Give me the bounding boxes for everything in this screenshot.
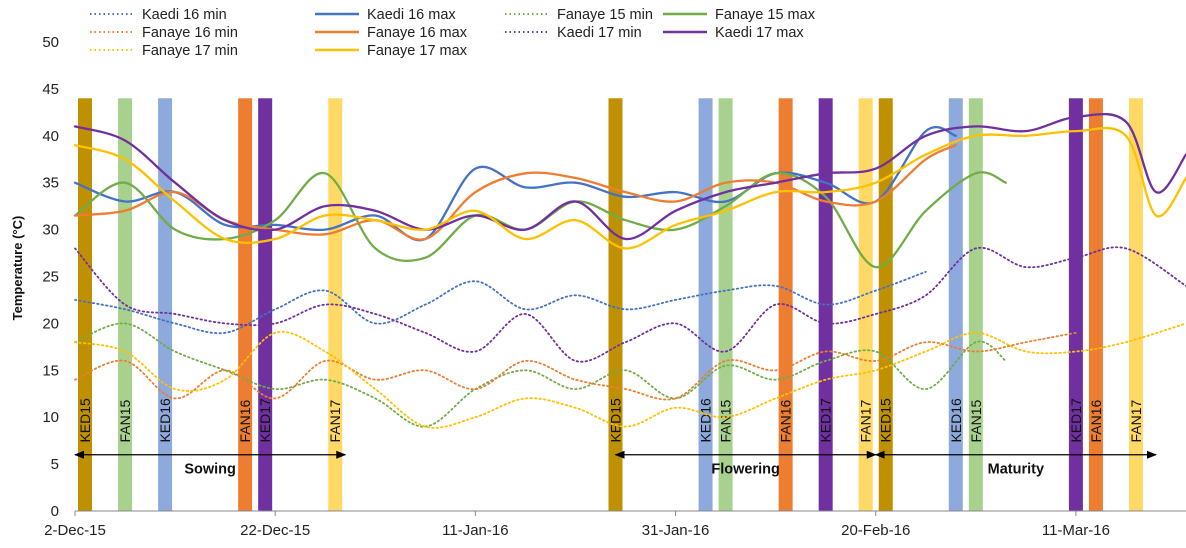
series-line (73, 112, 1186, 241)
event-bar (858, 98, 873, 511)
y-tick-label: 40 (42, 128, 59, 145)
series-line (74, 331, 1077, 401)
event-bar-label: FAN17 (327, 400, 343, 443)
y-tick-label: 10 (42, 409, 59, 426)
legend-label: Kaedi 16 min (142, 7, 227, 23)
event-bar-label: KED17 (1068, 398, 1084, 443)
x-tick-label: 22-Dec-15 (240, 522, 310, 539)
phase-label: Maturity (988, 462, 1044, 478)
event-bar-label: FAN17 (1128, 400, 1144, 443)
event-bar (1128, 98, 1143, 511)
y-tick-label: 35 (42, 175, 59, 192)
event-bar-label: KED17 (818, 398, 834, 443)
legend-label: Fanaye 15 max (715, 7, 816, 23)
legend-label: Kaedi 17 max (715, 25, 804, 41)
event-bar-label: KED16 (948, 398, 964, 443)
event-bar-label: FAN16 (1088, 400, 1104, 443)
legend: Kaedi 16 min Kaedi 16 max Fanaye 15 min Fan… (90, 7, 816, 59)
event-bar-label: FAN15 (968, 400, 984, 443)
axes: 0 5 10 15 20 25 30 35 40 45 50 2-Dec-15 22-Dec-15 11-… (42, 34, 1186, 539)
x-tick-label: 31-Jan-16 (642, 522, 710, 539)
series-line (74, 322, 1186, 429)
y-axis-label: Temperature (°C) (10, 216, 25, 321)
y-tick-label: 30 (42, 222, 59, 239)
event-bar-label: FAN15 (117, 400, 133, 443)
event-bar-label: KED16 (698, 398, 714, 443)
event-bar (698, 98, 713, 511)
legend-label: Fanaye 16 max (367, 25, 468, 41)
event-bar (258, 98, 273, 511)
event-bar-label: FAN16 (778, 400, 794, 443)
event-bar-label: KED16 (157, 398, 173, 443)
legend-label: Fanaye 15 min (557, 7, 653, 23)
legend-label: Fanaye 17 max (367, 43, 468, 59)
event-bar (238, 98, 253, 511)
event-bar-label: KED17 (257, 398, 273, 443)
series-line (74, 322, 1007, 428)
series-line (73, 126, 1186, 250)
event-bar (818, 98, 833, 511)
phase-label: Sowing (184, 462, 236, 478)
y-tick-label: 45 (42, 81, 59, 98)
legend-label: Kaedi 16 max (367, 7, 456, 23)
event-bar (158, 98, 173, 511)
phase-arrows: Sowing Flowering Maturity (74, 450, 1157, 478)
event-bar-label: KED15 (77, 398, 93, 443)
y-tick-label: 0 (51, 503, 59, 520)
event-bar (878, 98, 893, 511)
series-line (74, 270, 927, 335)
y-tick-label: 15 (42, 362, 59, 379)
event-bar (1088, 98, 1103, 511)
event-bar (718, 98, 733, 511)
y-tick-label: 25 (42, 269, 59, 286)
event-bar (608, 98, 623, 511)
y-tick-label: 50 (42, 34, 59, 51)
x-tick-label: 11-Mar-16 (1042, 522, 1110, 539)
event-bar (78, 98, 93, 511)
legend-label: Kaedi 17 min (557, 25, 642, 41)
event-bar (778, 98, 793, 511)
x-tick-label: 11-Jan-16 (442, 522, 508, 539)
event-bars: KED15 FAN15 KED16 FAN16 KED17 FAN17 KED15 KED16… (77, 98, 1144, 511)
event-bar (948, 98, 963, 511)
y-tick-label: 20 (42, 315, 59, 332)
series-lines (73, 112, 1186, 429)
event-bar-label: FAN17 (858, 400, 874, 443)
phase-label: Flowering (711, 462, 779, 478)
event-bar-label: FAN16 (237, 400, 253, 443)
legend-label: Fanaye 16 min (142, 25, 238, 41)
event-bar-label: FAN15 (718, 400, 734, 443)
event-bar (1068, 98, 1083, 511)
y-tick-label: 5 (51, 456, 59, 473)
legend-label: Fanaye 17 min (142, 43, 238, 59)
x-tick-label: 2-Dec-15 (44, 522, 106, 539)
series-line (73, 125, 957, 242)
x-tick-label: 20-Feb-16 (841, 522, 910, 539)
event-bar-label: KED15 (878, 398, 894, 443)
event-bar (968, 98, 983, 511)
event-bar-label: KED15 (607, 398, 623, 443)
series-line (74, 246, 1186, 363)
